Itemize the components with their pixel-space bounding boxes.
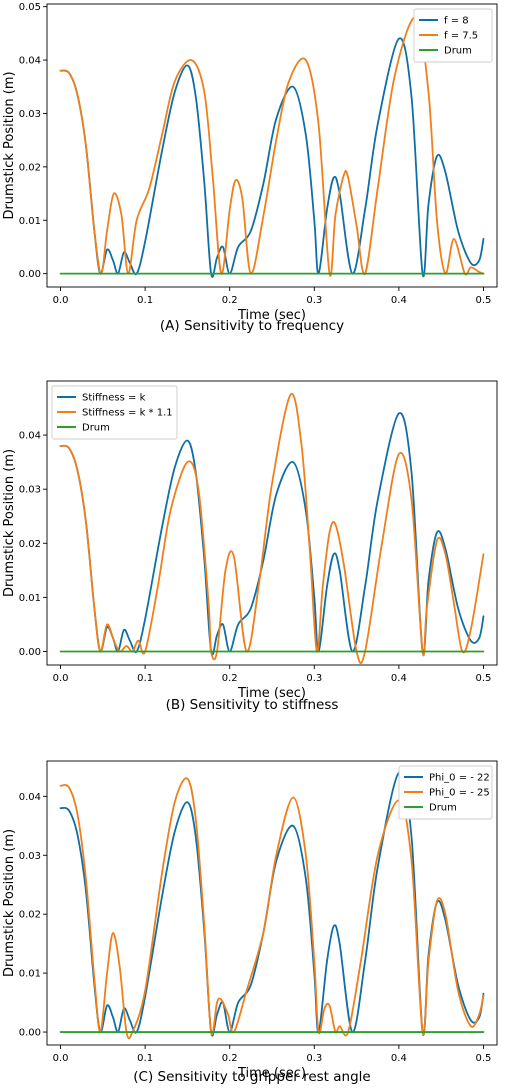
- legend-label: Drum: [82, 423, 110, 434]
- x-tick-label: 0.5: [476, 673, 492, 684]
- plot-frame: [46, 3, 498, 288]
- legend: Stiffness = k Stiffness = k * 1.1 Drum: [51, 385, 178, 440]
- y-tick-label: 0.03: [19, 485, 41, 496]
- x-tick-label: 0.1: [137, 295, 153, 306]
- x-tick-label: 0.2: [222, 1053, 238, 1064]
- y-axis-label: Drumstick Position (m): [2, 449, 17, 597]
- legend-label: f = 7.5: [444, 31, 478, 42]
- y-tick-label: 0.00: [19, 269, 41, 280]
- x-tick-label: 0.3: [306, 673, 322, 684]
- legend-label: Drum: [429, 803, 457, 814]
- y-tick-label: 0.04: [19, 792, 41, 803]
- y-tick-label: 0.02: [19, 539, 41, 550]
- x-tick-label: 0.2: [222, 295, 238, 306]
- y-tick-label: 0.02: [19, 910, 41, 921]
- legend-label: Phi_0 = - 25: [429, 788, 490, 799]
- legend-label: Phi_0 = - 22: [429, 773, 490, 784]
- chart-panel-a: 0.0 0.1 0.2 0.3 0.4 0.5 0.00 0.01 0.02 0.03 0.04 0.…: [2, 2, 498, 334]
- x-tick-label: 0.1: [137, 1053, 153, 1064]
- legend-box: [51, 385, 178, 440]
- series-line-f-7-5: [59, 16, 485, 277]
- legend-box: [398, 765, 493, 820]
- y-axis-label: Drumstick Position (m): [2, 829, 17, 977]
- caption-a: (A) Sensitivity to frequency: [160, 318, 344, 334]
- x-tick-label: 0.5: [476, 295, 492, 306]
- y-tick-label: 0.01: [19, 969, 41, 980]
- legend-label: Drum: [444, 46, 472, 57]
- series-line-phi-0-25: [59, 777, 485, 1040]
- y-tick-label: 0.03: [19, 109, 41, 120]
- legend-label: f = 8: [444, 16, 469, 27]
- y-tick-label: 0.03: [19, 851, 41, 862]
- y-tick-label: 0.02: [19, 162, 41, 173]
- x-tick-label: 0.4: [391, 295, 407, 306]
- y-axis-label: Drumstick Position (m): [2, 71, 17, 219]
- plot-frame: [46, 380, 498, 666]
- x-tick-label: 0.0: [53, 295, 69, 306]
- x-tick-label: 0.1: [137, 673, 153, 684]
- x-tick-label: 0.4: [391, 673, 407, 684]
- x-axis-label: Time (sec): [237, 308, 306, 323]
- plot-frame: [46, 760, 498, 1046]
- x-tick-label: 0.2: [222, 673, 238, 684]
- caption-b: (B) Sensitivity to stiffness: [166, 697, 339, 713]
- legend: f = 8 f = 7.5 Drum: [413, 8, 493, 63]
- legend: Phi_0 = - 22 Phi_0 = - 25 Drum: [398, 765, 493, 820]
- legend-label: Stiffness = k * 1.1: [82, 408, 173, 419]
- legend-label: Stiffness = k: [82, 393, 146, 404]
- legend-box: [413, 8, 493, 63]
- caption-c: (C) Sensitivity to gripper rest angle: [133, 1069, 370, 1085]
- x-tick-label: 0.0: [53, 1053, 69, 1064]
- y-tick-label: 0.00: [19, 1028, 41, 1039]
- y-tick-label: 0.04: [19, 56, 41, 67]
- y-tick-label: 0.05: [19, 2, 41, 13]
- chart-panel-b: 0.0 0.1 0.2 0.3 0.4 0.5 0.00 0.01 0.02 0.03 0.04 Ti…: [2, 380, 498, 713]
- x-tick-label: 0.3: [306, 295, 322, 306]
- x-tick-label: 0.3: [306, 1053, 322, 1064]
- chart-panel-c: 0.0 0.1 0.2 0.3 0.4 0.5 0.00 0.01 0.02 0.03 0.04 Ti…: [2, 760, 498, 1085]
- x-axis-label: Time (sec): [237, 686, 306, 701]
- x-tick-label: 0.4: [391, 1053, 407, 1064]
- x-tick-label: 0.0: [53, 673, 69, 684]
- y-tick-label: 0.01: [19, 593, 41, 604]
- y-tick-label: 0.04: [19, 431, 41, 442]
- y-tick-label: 0.01: [19, 216, 41, 227]
- y-tick-label: 0.00: [19, 647, 41, 658]
- x-tick-label: 0.5: [476, 1053, 492, 1064]
- x-axis-label: Time (sec): [237, 1066, 306, 1081]
